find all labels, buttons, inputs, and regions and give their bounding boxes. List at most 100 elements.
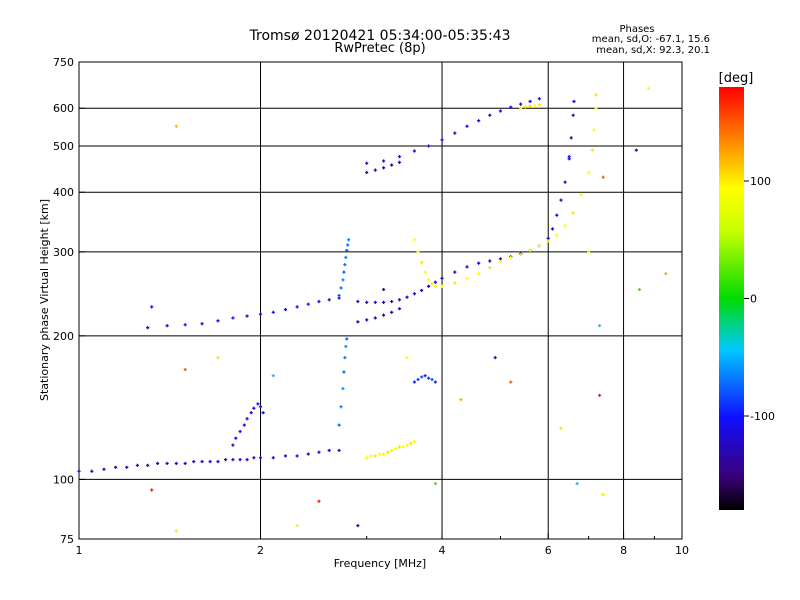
y-tick-label: 600 <box>53 102 74 115</box>
data-point <box>430 282 434 286</box>
data-point <box>382 166 386 170</box>
data-point <box>373 316 377 320</box>
data-point <box>423 374 427 378</box>
data-point <box>509 105 513 109</box>
colorbar-label: [deg] <box>719 71 754 86</box>
data-point <box>317 499 321 503</box>
data-point <box>114 465 118 469</box>
data-point <box>347 238 351 242</box>
data-point <box>412 238 417 242</box>
y-tick-label: 500 <box>53 140 74 153</box>
data-point <box>465 124 469 128</box>
data-point <box>249 411 253 415</box>
data-point <box>594 93 598 97</box>
data-point <box>258 456 263 460</box>
data-point <box>394 447 398 451</box>
data-point <box>416 377 420 382</box>
data-point <box>571 211 575 215</box>
data-point <box>465 265 469 269</box>
data-point <box>528 248 532 253</box>
data-point <box>231 458 235 462</box>
phase-legend-line2: mean, sd,X: 92.3, 20.1 <box>596 45 710 56</box>
plot-frame <box>78 61 683 540</box>
data-point <box>339 405 343 409</box>
chart-subtitle: RwPretec (8p) <box>334 41 425 56</box>
data-point <box>440 138 444 142</box>
data-point <box>337 423 341 427</box>
data-point <box>433 284 438 288</box>
data-point <box>373 454 377 458</box>
data-point <box>488 259 492 263</box>
data-point <box>528 104 532 108</box>
data-point <box>102 467 106 471</box>
data-point <box>533 103 537 108</box>
colorbar-tick-label: 100 <box>750 175 771 188</box>
data-point <box>637 287 642 292</box>
data-point <box>571 113 575 117</box>
data-point <box>423 270 427 274</box>
data-point <box>306 452 310 456</box>
data-point <box>369 454 373 458</box>
series-4 <box>146 296 341 330</box>
data-point <box>579 193 583 197</box>
data-point <box>216 356 220 360</box>
data-point <box>345 337 349 341</box>
data-point <box>397 160 402 164</box>
data-point <box>569 136 573 140</box>
data-point <box>567 155 571 159</box>
data-point <box>346 243 350 247</box>
y-axis-label: Stationary phase Virtual Height [km] <box>38 199 51 401</box>
data-point <box>382 159 386 163</box>
grid-lines <box>79 62 682 539</box>
data-point <box>365 300 369 305</box>
data-point <box>416 250 420 254</box>
data-point <box>420 288 424 293</box>
data-point <box>498 257 503 261</box>
data-point <box>234 436 238 440</box>
series-10 <box>365 160 402 175</box>
data-point <box>377 452 382 456</box>
data-point <box>174 461 178 466</box>
series-1 <box>231 402 265 447</box>
data-point <box>519 106 523 110</box>
data-point <box>523 105 528 109</box>
data-point <box>590 148 594 152</box>
data-point <box>427 278 431 282</box>
data-point <box>238 429 242 434</box>
series-7 <box>356 307 402 324</box>
data-point <box>519 252 523 257</box>
y-tick-label: 750 <box>53 56 74 69</box>
data-point <box>365 456 369 460</box>
data-point <box>373 300 377 305</box>
data-point <box>216 459 220 464</box>
data-point <box>125 465 129 469</box>
data-point <box>537 244 541 248</box>
data-point <box>146 326 150 330</box>
data-point <box>390 163 394 167</box>
y-tick-label: 300 <box>53 246 74 259</box>
data-point <box>420 260 424 265</box>
data-point <box>192 459 196 464</box>
data-point <box>245 458 249 462</box>
y-tick-label: 75 <box>60 533 74 546</box>
data-point <box>537 97 541 101</box>
data-point <box>559 198 563 202</box>
data-point <box>412 380 417 384</box>
data-point <box>373 168 377 172</box>
data-point <box>295 524 299 528</box>
data-point <box>477 272 481 276</box>
data-point <box>306 302 310 306</box>
data-point <box>592 128 596 132</box>
data-point <box>356 299 360 304</box>
data-point <box>459 397 463 402</box>
data-point <box>390 299 394 304</box>
data-point <box>465 276 469 280</box>
colorbar-tick-label: -100 <box>750 410 775 423</box>
data-point <box>433 280 438 284</box>
data-point <box>271 374 275 378</box>
data-point <box>397 445 402 449</box>
data-point <box>258 405 263 409</box>
data-point <box>382 452 386 456</box>
data-point <box>546 239 550 243</box>
data-point <box>509 255 513 260</box>
